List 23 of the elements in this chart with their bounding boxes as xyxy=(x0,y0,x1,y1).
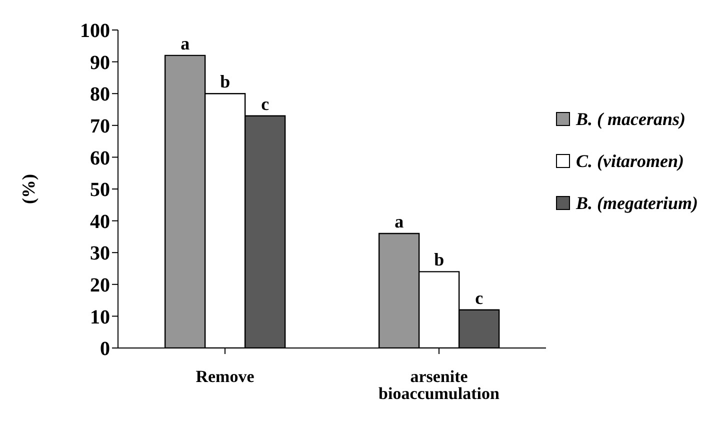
y-tick-label: 10 xyxy=(90,306,110,328)
y-tick-label: 20 xyxy=(90,274,110,296)
y-tick-label: 40 xyxy=(90,210,110,233)
x-tick-label: Remove xyxy=(196,367,255,386)
y-tick-label: 80 xyxy=(90,84,110,106)
data-label: c xyxy=(261,94,270,114)
y-tick-label: 30 xyxy=(90,242,110,265)
legend-label: B. (megaterium) xyxy=(576,192,698,214)
data-label: c xyxy=(475,288,484,308)
y-tick-label: 90 xyxy=(90,52,110,74)
data-label: a xyxy=(394,212,404,232)
y-tick-label: 100 xyxy=(80,20,110,42)
y-tick-label: 70 xyxy=(90,116,110,138)
legend-label: C. (vitaromen) xyxy=(576,150,684,172)
y-tick-label: 0 xyxy=(100,338,110,360)
y-tick-label: 60 xyxy=(90,147,110,170)
y-axis-title: (%) xyxy=(18,174,38,204)
y-tick-label: 50 xyxy=(90,179,110,202)
data-label: a xyxy=(180,33,190,54)
x-tick-label: arsenite bioaccumulation xyxy=(378,367,500,404)
legend-label: B. ( macerans) xyxy=(576,108,686,130)
data-label: b xyxy=(220,72,230,92)
data-label: b xyxy=(434,250,444,270)
